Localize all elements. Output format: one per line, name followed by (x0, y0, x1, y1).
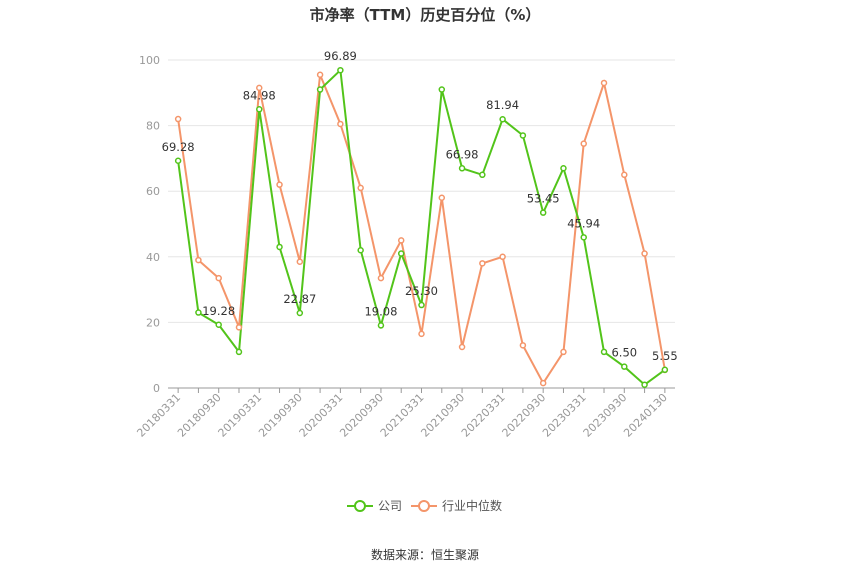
data-point (661, 366, 669, 374)
x-tick-label: 20240130 (621, 391, 670, 440)
data-point (499, 253, 506, 261)
series-points (174, 66, 669, 388)
data-label: 66.98 (446, 147, 479, 161)
data-point (215, 274, 222, 282)
data-label: 5.55 (652, 349, 678, 363)
data-label: 84.98 (243, 88, 276, 102)
legend-item-company[interactable]: 公司 (347, 499, 402, 513)
data-point (580, 234, 587, 241)
y-tick-label: 100 (139, 54, 160, 67)
data-point (235, 348, 243, 356)
data-point (337, 120, 344, 128)
data-labels: 69.28 19.28 84.98 22.87 96.89 19.08 25.30 66.98… (162, 49, 678, 363)
data-point (539, 209, 547, 216)
data-point (276, 181, 283, 188)
data-point (418, 330, 425, 338)
legend: 公司 行业中位数 (347, 498, 502, 513)
data-point (316, 86, 324, 93)
data-point (621, 171, 628, 179)
data-point (337, 66, 344, 74)
data-point (316, 71, 324, 79)
data-label: 25.30 (405, 284, 438, 298)
y-tick-label: 80 (146, 120, 160, 133)
data-point (357, 246, 364, 254)
legend-item-industry[interactable]: 行业中位数 (411, 498, 502, 513)
legend-label-company: 公司 (378, 499, 402, 513)
data-point (377, 274, 385, 282)
data-point (418, 301, 425, 309)
data-label: 19.08 (364, 304, 397, 318)
data-point (377, 322, 385, 329)
y-tick-label: 20 (146, 316, 160, 329)
data-point (438, 194, 446, 202)
data-label: 81.94 (486, 98, 519, 112)
legend-marker-company (354, 500, 366, 512)
data-point (256, 84, 263, 92)
data-point (479, 260, 486, 267)
data-point (276, 243, 283, 251)
data-label: 69.28 (162, 140, 195, 154)
data-point (397, 237, 405, 244)
data-point (256, 106, 263, 113)
y-axis: 0 20 40 60 80 100 (139, 54, 160, 395)
data-label: 53.45 (527, 192, 560, 206)
legend-marker-industry (418, 500, 430, 512)
data-point (519, 342, 527, 349)
data-point (195, 309, 202, 316)
data-point (174, 115, 182, 123)
data-label: 96.89 (324, 49, 357, 63)
data-point (397, 250, 405, 257)
data-point (479, 171, 486, 179)
data-point (296, 309, 304, 317)
data-point (235, 324, 243, 331)
data-point (641, 381, 648, 388)
legend-label-industry: 行业中位数 (442, 498, 502, 513)
data-point (215, 321, 222, 329)
data-point (600, 79, 608, 87)
data-point (357, 184, 364, 192)
data-point (560, 164, 567, 172)
y-tick-label: 40 (146, 251, 160, 264)
data-point (539, 379, 547, 387)
data-point (296, 258, 304, 265)
data-point (174, 157, 182, 165)
data-point (438, 86, 446, 93)
data-label: 19.28 (202, 304, 235, 318)
x-axis: 2018033120180930201903312019093020200331… (134, 387, 675, 440)
data-point (458, 165, 466, 172)
chart-title: 市净率（TTM）历史百分位（%） (310, 6, 541, 24)
data-point (519, 132, 527, 139)
data-label: 22.87 (283, 292, 316, 306)
source-note: 数据来源：恒生聚源 (371, 547, 479, 562)
data-point (499, 115, 506, 123)
data-point (600, 348, 608, 356)
data-label: 45.94 (567, 216, 600, 230)
y-tick-label: 0 (153, 382, 160, 395)
data-point (580, 140, 587, 147)
data-point (641, 250, 648, 257)
data-point (458, 343, 466, 351)
y-tick-label: 60 (146, 185, 160, 198)
data-point (621, 363, 628, 370)
data-point (560, 348, 567, 356)
data-point (195, 256, 202, 264)
data-label: 6.50 (611, 346, 637, 360)
